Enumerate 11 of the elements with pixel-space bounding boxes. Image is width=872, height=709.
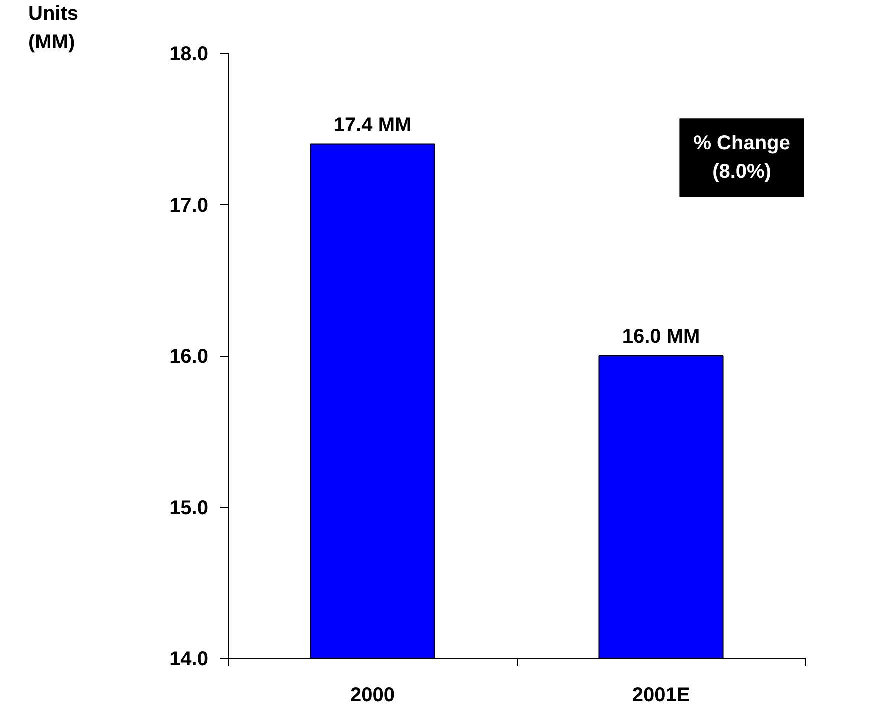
y-axis-title: Units (MM) bbox=[28, 2, 78, 54]
x-tick-label: 2000 bbox=[350, 684, 396, 706]
y-tick-label: 17.0 bbox=[170, 194, 209, 217]
x-tick-label: 2001E bbox=[632, 684, 690, 706]
annotation: % Change (8.0%) bbox=[694, 132, 790, 184]
y-tick-label: 14.0 bbox=[170, 648, 209, 670]
data-label: 16.0 MM bbox=[622, 326, 700, 348]
data-label: 17.4 MM bbox=[334, 114, 412, 136]
y-tick-label: 18.0 bbox=[170, 44, 209, 66]
y-tick-label: 15.0 bbox=[170, 497, 209, 520]
y-tick-label: 16.0 bbox=[170, 346, 209, 368]
